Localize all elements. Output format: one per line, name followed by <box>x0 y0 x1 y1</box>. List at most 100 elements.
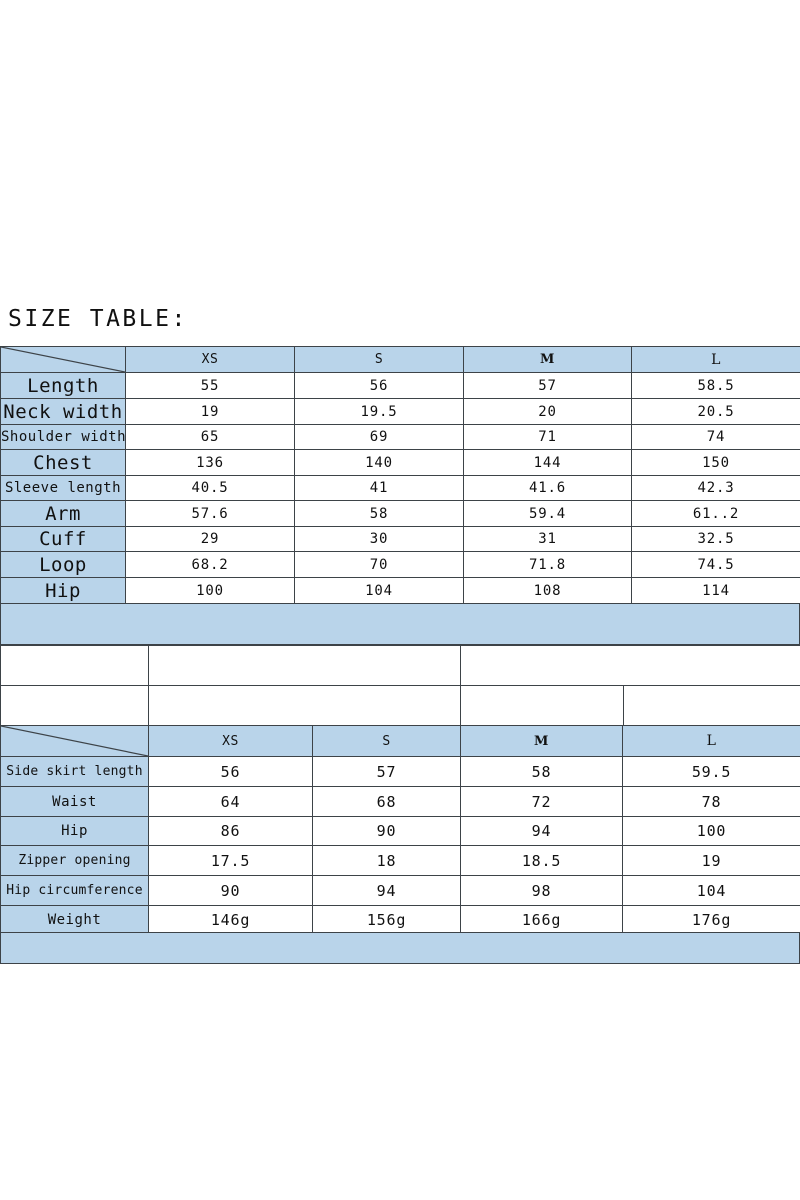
cell-chest-m: 144 <box>463 449 632 476</box>
table-row: Loop 68.2 70 71.8 74.5 <box>0 551 800 578</box>
row-label-length: Length <box>0 372 126 399</box>
cell-zipper-opening-xs: 17.5 <box>148 845 313 876</box>
table-row: Hip circumference 90 94 98 104 <box>0 875 800 906</box>
page-title: SIZE TABLE: <box>8 306 188 332</box>
cell-waist-xs: 64 <box>148 786 313 817</box>
table-row: Neck width 19 19.5 20 20.5 <box>0 398 800 425</box>
cell-hip-m: 108 <box>463 577 632 604</box>
corner-diagonal-cell <box>0 346 126 373</box>
spacer-cell <box>460 685 624 726</box>
spacer-rows-table <box>0 645 800 726</box>
row-label-loop: Loop <box>0 551 126 578</box>
size-table-top: XS S M L Length 55 56 57 58.5 Neck width… <box>0 346 800 604</box>
row-label-neck-width: Neck width <box>0 398 126 425</box>
cell-length-xs: 55 <box>125 372 295 399</box>
cell-cuff-xs: 29 <box>125 526 295 552</box>
cell-hip-circumference-l: 104 <box>622 875 800 906</box>
cell-zipper-opening-m: 18.5 <box>460 845 623 876</box>
cell-arm-s: 58 <box>294 500 464 527</box>
spacer-cell <box>460 645 800 686</box>
footer-banner <box>0 932 800 964</box>
table-header-row: XS S M L <box>0 346 800 373</box>
size-table-bottom: XS S M L Side skirt length 56 57 58 59.5… <box>0 725 800 935</box>
cell-sleeve-length-xs: 40.5 <box>125 475 295 501</box>
spacer-row <box>0 685 800 726</box>
table-row: Zipper opening 17.5 18 18.5 19 <box>0 845 800 876</box>
cell-weight-s: 156g <box>312 905 461 935</box>
table-row: Cuff 29 30 31 32.5 <box>0 526 800 552</box>
cell-loop-m: 71.8 <box>463 551 632 578</box>
spacer-cell <box>0 685 149 726</box>
cell-loop-s: 70 <box>294 551 464 578</box>
cell-weight-m: 166g <box>460 905 623 935</box>
cell-hip-l: 100 <box>622 816 800 846</box>
cell-shoulder-width-l: 74 <box>631 424 800 450</box>
cell-shoulder-width-xs: 65 <box>125 424 295 450</box>
row-label-side-skirt-length: Side skirt length <box>0 756 149 787</box>
cell-hip-m: 94 <box>460 816 623 846</box>
table-row: Length 55 56 57 58.5 <box>0 372 800 399</box>
cell-sleeve-length-s: 41 <box>294 475 464 501</box>
row-label-arm: Arm <box>0 500 126 527</box>
cell-length-l: 58.5 <box>631 372 800 399</box>
row-label-hip: Hip <box>0 577 126 604</box>
header-size-xs: XS <box>148 725 313 757</box>
cell-zipper-opening-s: 18 <box>312 845 461 876</box>
row-label-hip-circumference: Hip circumference <box>0 875 149 906</box>
cell-side-skirt-length-xs: 56 <box>148 756 313 787</box>
table-row: Hip 100 104 108 114 <box>0 577 800 604</box>
cell-waist-l: 78 <box>622 786 800 817</box>
header-size-s: S <box>294 346 464 373</box>
corner-diagonal-cell <box>0 725 149 757</box>
cell-arm-l: 61..2 <box>631 500 800 527</box>
cell-shoulder-width-s: 69 <box>294 424 464 450</box>
header-size-l: L <box>631 346 800 373</box>
cell-cuff-l: 32.5 <box>631 526 800 552</box>
cell-chest-l: 150 <box>631 449 800 476</box>
cell-hip-xs: 86 <box>148 816 313 846</box>
cell-hip-s: 90 <box>312 816 461 846</box>
cell-zipper-opening-l: 19 <box>622 845 800 876</box>
row-label-shoulder-width: Shoulder width <box>0 424 126 450</box>
cell-loop-xs: 68.2 <box>125 551 295 578</box>
table-header-row: XS S M L <box>0 725 800 757</box>
row-label-sleeve-length: Sleeve length <box>0 475 126 501</box>
cell-arm-m: 59.4 <box>463 500 632 527</box>
table-row: Side skirt length 56 57 58 59.5 <box>0 756 800 787</box>
cell-cuff-m: 31 <box>463 526 632 552</box>
cell-hip-xs: 100 <box>125 577 295 604</box>
cell-loop-l: 74.5 <box>631 551 800 578</box>
cell-hip-circumference-s: 94 <box>312 875 461 906</box>
diagonal-divider-icon <box>1 726 148 756</box>
cell-length-m: 57 <box>463 372 632 399</box>
table-row: Waist 64 68 72 78 <box>0 786 800 817</box>
cell-side-skirt-length-l: 59.5 <box>622 756 800 787</box>
row-label-cuff: Cuff <box>0 526 126 552</box>
row-label-hip: Hip <box>0 816 149 846</box>
table-row: Shoulder width 65 69 71 74 <box>0 424 800 450</box>
cell-neck-width-xs: 19 <box>125 398 295 425</box>
table-row: Hip 86 90 94 100 <box>0 816 800 846</box>
cell-neck-width-s: 19.5 <box>294 398 464 425</box>
header-size-xs: XS <box>125 346 295 373</box>
cell-arm-xs: 57.6 <box>125 500 295 527</box>
header-size-s: S <box>312 725 461 757</box>
spacer-cell <box>623 685 800 726</box>
cell-hip-s: 104 <box>294 577 464 604</box>
table-row: Sleeve length 40.5 41 41.6 42.3 <box>0 475 800 501</box>
cell-weight-xs: 146g <box>148 905 313 935</box>
header-size-m: M <box>463 346 632 373</box>
cell-hip-circumference-m: 98 <box>460 875 623 906</box>
row-label-waist: Waist <box>0 786 149 817</box>
table-row: Weight 146g 156g 166g 176g <box>0 905 800 935</box>
spacer-cell <box>148 645 461 686</box>
row-label-zipper-opening: Zipper opening <box>0 845 149 876</box>
cell-hip-l: 114 <box>631 577 800 604</box>
cell-chest-xs: 136 <box>125 449 295 476</box>
cell-neck-width-m: 20 <box>463 398 632 425</box>
row-label-chest: Chest <box>0 449 126 476</box>
diagonal-divider-icon <box>1 347 125 372</box>
cell-waist-s: 68 <box>312 786 461 817</box>
header-size-l: L <box>622 725 800 757</box>
